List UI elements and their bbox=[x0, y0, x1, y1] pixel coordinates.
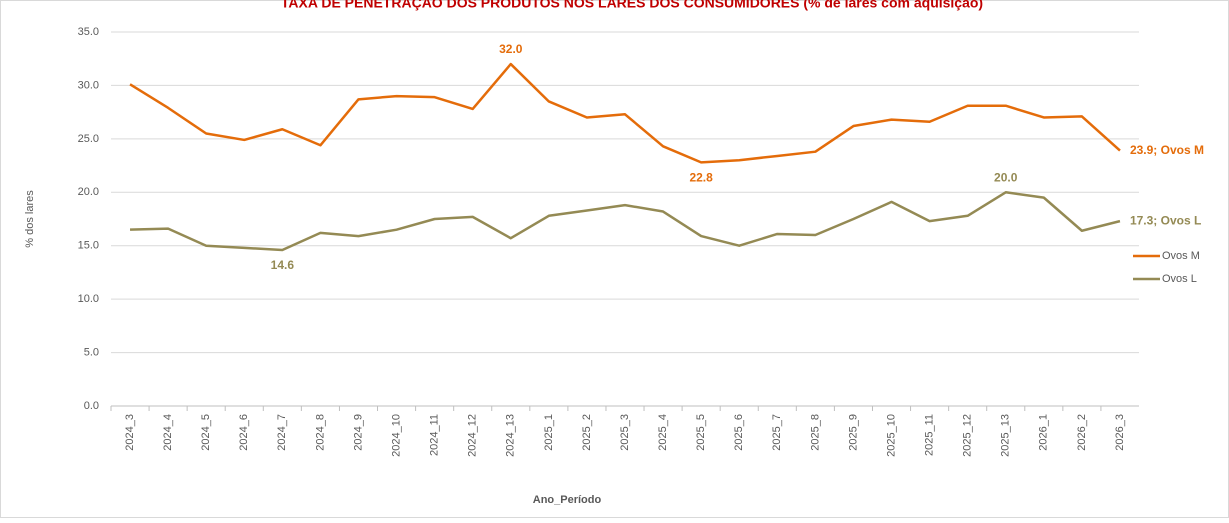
x-tick-label: 2025_13 bbox=[1000, 414, 1012, 457]
y-tick-label: 35.0 bbox=[78, 26, 99, 38]
series-line bbox=[129, 62, 1121, 164]
data-label: 32.0 bbox=[499, 42, 523, 56]
y-tick-label: 0.0 bbox=[84, 400, 99, 412]
x-tick-label: 2025_6 bbox=[733, 414, 745, 451]
x-tick-label: 2024_6 bbox=[238, 414, 250, 451]
y-axis-label: % dos lares bbox=[24, 190, 36, 248]
x-tick-label: 2024_9 bbox=[352, 414, 364, 451]
y-tick-label: 15.0 bbox=[78, 240, 99, 252]
x-tick-label: 2026_2 bbox=[1076, 414, 1088, 451]
x-tick-label: 2025_10 bbox=[885, 414, 897, 457]
legend-label: Ovos L bbox=[1162, 273, 1197, 285]
x-tick-label: 2025_5 bbox=[695, 414, 707, 451]
x-tick-label: 2024_5 bbox=[200, 414, 212, 451]
x-tick-label: 2024_10 bbox=[390, 414, 402, 457]
data-label: 20.0 bbox=[994, 170, 1018, 184]
x-tick-label: 2025_2 bbox=[581, 414, 593, 451]
x-tick-label: 2024_4 bbox=[162, 414, 174, 451]
y-tick-label: 25.0 bbox=[78, 133, 99, 145]
series-line bbox=[130, 191, 1121, 252]
y-tick-label: 30.0 bbox=[78, 79, 99, 91]
x-tick-label: 2024_12 bbox=[467, 414, 479, 457]
x-tick-label: 2025_12 bbox=[962, 414, 974, 457]
x-tick-label: 2025_1 bbox=[543, 414, 555, 451]
x-axis-label: Ano_Período bbox=[533, 494, 602, 506]
chart-title: TAXA DE PENETRAÇÃO DOS PRODUTOS NOS LARE… bbox=[281, 0, 983, 11]
x-tick-label: 2024_7 bbox=[276, 414, 288, 451]
y-tick-label: 10.0 bbox=[78, 293, 99, 305]
x-tick-label: 2026_3 bbox=[1114, 414, 1126, 451]
x-tick-label: 2025_7 bbox=[771, 414, 783, 451]
y-tick-label: 5.0 bbox=[84, 346, 99, 358]
legend-label: Ovos M bbox=[1162, 250, 1200, 262]
data-label: 14.6 bbox=[271, 258, 295, 272]
x-tick-label: 2025_11 bbox=[923, 414, 935, 456]
x-tick-label: 2025_9 bbox=[847, 414, 859, 451]
x-tick-label: 2025_3 bbox=[619, 414, 631, 451]
x-tick-label: 2025_4 bbox=[657, 414, 669, 451]
x-tick-label: 2026_1 bbox=[1038, 414, 1050, 451]
x-tick-label: 2024_3 bbox=[124, 414, 136, 451]
data-label: 22.8 bbox=[689, 171, 713, 185]
x-tick-label: 2024_13 bbox=[505, 414, 517, 457]
x-tick-label: 2024_11 bbox=[429, 414, 441, 456]
data-label: 23.9; Ovos M bbox=[1130, 143, 1204, 157]
x-tick-label: 2024_8 bbox=[314, 414, 326, 451]
x-tick-label: 2025_8 bbox=[809, 414, 821, 451]
data-label: 17.3; Ovos L bbox=[1130, 213, 1201, 227]
y-tick-label: 20.0 bbox=[78, 186, 99, 198]
